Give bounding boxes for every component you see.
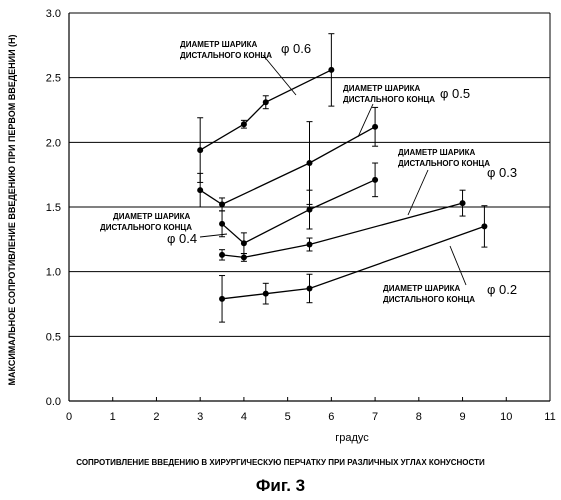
data-point <box>197 147 203 153</box>
y-tick-label: 0.0 <box>46 396 61 408</box>
data-point <box>307 242 313 248</box>
x-tick-label: 4 <box>241 411 247 423</box>
x-tick-label: 10 <box>500 411 512 423</box>
data-point <box>241 240 247 246</box>
x-tick-label: 8 <box>416 411 422 423</box>
x-tick-label: 0 <box>66 411 72 423</box>
annotation-phi-label: φ 0.6 <box>281 41 311 56</box>
x-axis-title: градус <box>335 432 369 444</box>
data-point <box>219 201 225 207</box>
series-line <box>200 70 331 150</box>
annotation-leader-line <box>408 170 428 215</box>
x-tick-label: 1 <box>110 411 116 423</box>
x-tick-label: 6 <box>328 411 334 423</box>
x-tick-label: 3 <box>197 411 203 423</box>
annotation-line2: ДИСТАЛЬНОГО КОНЦА <box>383 295 475 304</box>
annotation-phi-label: φ 0.2 <box>487 282 517 297</box>
data-point <box>328 67 334 73</box>
data-series <box>197 34 487 322</box>
data-point <box>460 200 466 206</box>
data-point <box>219 252 225 258</box>
y-axis-title: МАКСИМАЛЬНОЕ СОПРОТИВЛЕНИЕ ВВЕДЕНИЮ ПРИ … <box>7 34 17 385</box>
y-tick-label: 1.5 <box>46 202 61 214</box>
y-tick-label: 2.5 <box>46 73 61 85</box>
annotation-phi-label: φ 0.3 <box>487 165 517 180</box>
x-tick-label: 11 <box>544 411 555 423</box>
series-4 <box>219 206 487 322</box>
data-point <box>307 160 313 166</box>
y-tick-label: 1.0 <box>46 267 61 279</box>
data-point <box>219 221 225 227</box>
annotation-line2: ДИСТАЛЬНОГО КОНЦА <box>343 95 435 104</box>
data-point <box>263 99 269 105</box>
y-tick-label: 2.0 <box>46 137 61 149</box>
series-3 <box>219 190 465 261</box>
data-point <box>372 124 378 130</box>
data-point <box>307 207 313 213</box>
data-point <box>263 291 269 297</box>
annotation-line1: ДИАМЕТР ШАРИКА <box>398 148 475 157</box>
x-tick-label: 7 <box>372 411 378 423</box>
series-line <box>222 203 463 257</box>
annotation-phi-0-5: ДИАМЕТР ШАРИКА ДИСТАЛЬНОГО КОНЦА φ 0.5 <box>343 84 470 137</box>
annotation-leader-line <box>450 246 466 285</box>
data-point <box>241 121 247 127</box>
y-tick-label: 0.5 <box>46 331 61 343</box>
data-point <box>197 187 203 193</box>
y-tick-label: 3.0 <box>46 8 61 20</box>
data-point <box>219 296 225 302</box>
data-point <box>481 223 487 229</box>
annotation-phi-label: φ 0.4 <box>167 231 197 246</box>
data-point <box>307 285 313 291</box>
annotation-line1: ДИАМЕТР ШАРИКА <box>383 284 460 293</box>
figure-caption: СОПРОТИВЛЕНИЕ ВВЕДЕНИЮ В ХИРУРГИЧЕСКУЮ П… <box>0 458 561 467</box>
x-tick-label: 9 <box>459 411 465 423</box>
x-tick-label: 2 <box>153 411 159 423</box>
annotation-line1: ДИАМЕТР ШАРИКА <box>113 212 190 221</box>
annotation-line2: ДИСТАЛЬНОГО КОНЦА <box>398 159 490 168</box>
series-line <box>222 180 375 243</box>
annotation-phi-0-4: ДИАМЕТР ШАРИКА ДИСТАЛЬНОГО КОНЦА φ 0.4 <box>100 212 227 246</box>
annotation-line1: ДИАМЕТР ШАРИКА <box>343 84 420 93</box>
figure-number: Фиг. 3 <box>0 476 561 496</box>
data-point <box>372 177 378 183</box>
annotation-phi-label: φ 0.5 <box>440 86 470 101</box>
series-1 <box>197 107 378 210</box>
annotation-phi-0-6: ДИАМЕТР ШАРИКА ДИСТАЛЬНОГО КОНЦА φ 0.6 <box>180 40 311 95</box>
annotation-line2: ДИСТАЛЬНОГО КОНЦА <box>180 51 272 60</box>
x-tick-label: 5 <box>285 411 291 423</box>
annotation-leader-line <box>263 55 296 95</box>
data-point <box>241 254 247 260</box>
series-line <box>200 127 375 205</box>
series-2 <box>219 163 378 254</box>
annotation-line1: ДИАМЕТР ШАРИКА <box>180 40 257 49</box>
